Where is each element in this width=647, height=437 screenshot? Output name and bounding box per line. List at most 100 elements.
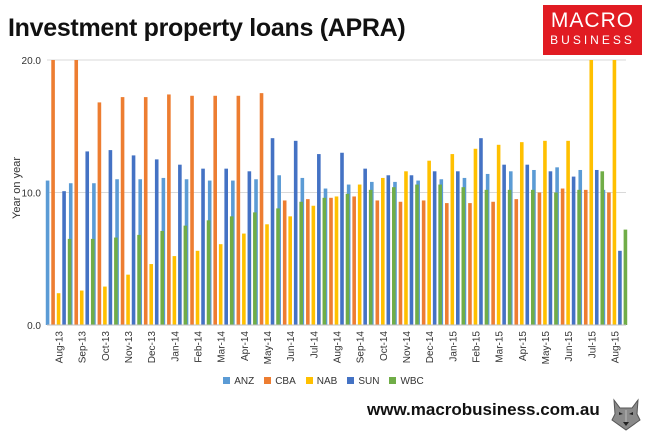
bar-wbc (229, 216, 234, 325)
bar-sun (247, 171, 252, 325)
legend-swatch (223, 377, 231, 384)
bar-sun (548, 171, 553, 325)
x-tick-label: Dec-13 (147, 331, 158, 364)
x-tick-label: May-14 (263, 331, 274, 365)
bar-nab (242, 233, 246, 325)
legend-label: CBA (275, 376, 296, 387)
bar-wbc (299, 201, 303, 325)
x-tick-label: Jan-14 (170, 331, 181, 362)
bar-nab (149, 264, 154, 325)
legend-item-anz: ANZ (223, 376, 254, 387)
bar-wbc (577, 189, 581, 325)
x-tick-label: Mar-15 (495, 331, 506, 363)
bar-sun (201, 168, 205, 325)
bar-cba (514, 199, 519, 326)
bar-wbc (507, 189, 512, 325)
bar-nab (126, 274, 130, 325)
bar-cba (583, 189, 588, 325)
bar-wbc (345, 193, 350, 325)
legend-item-wbc: WBC (389, 376, 424, 387)
bar-cba (190, 95, 194, 325)
bar-wbc (623, 229, 628, 325)
x-tick-label: Aug-15 (610, 331, 621, 364)
bar-sun (502, 164, 506, 325)
x-tick-label: Dec-14 (425, 331, 436, 364)
bar-wbc (415, 184, 419, 325)
bar-sun (317, 154, 321, 325)
bar-wbc (322, 197, 327, 325)
bar-wbc (530, 189, 535, 325)
bar-sun (270, 138, 275, 325)
bar-sun (618, 250, 622, 325)
bar-nab (450, 154, 455, 325)
x-tick-label: Apr-15 (518, 331, 529, 361)
bar-cba (607, 192, 611, 325)
bar-cba (329, 197, 333, 325)
bar-cba (97, 102, 102, 326)
bar-cba (491, 201, 495, 325)
bar-cba (468, 203, 472, 325)
bar-cba (236, 95, 241, 325)
x-tick-label: Jun-15 (564, 331, 575, 362)
bar-cba (120, 97, 125, 325)
legend-item-nab: NAB (305, 376, 338, 387)
legend-label: NAB (316, 376, 338, 387)
bar-nab (566, 140, 570, 325)
bar-sun (131, 155, 136, 325)
legend-swatch (305, 377, 313, 384)
y-tick-label: 20.0 (22, 56, 42, 67)
y-tick-label: 10.0 (22, 189, 42, 200)
bar-sun (154, 159, 159, 326)
bar-sun (479, 138, 483, 325)
legend-label: SUN (358, 376, 380, 387)
bar-cba (282, 200, 287, 325)
logo-line-1: MACRO (550, 9, 635, 32)
bar-sun (293, 140, 298, 325)
bar-nab (357, 184, 362, 325)
bar-sun (363, 168, 367, 325)
bar-nab (612, 60, 617, 325)
x-tick-label: Jun-14 (286, 331, 297, 362)
bar-nab (103, 286, 107, 325)
x-tick-label: May-15 (541, 331, 552, 365)
bar-wbc (484, 189, 489, 325)
bar-nab (79, 290, 84, 325)
legend-swatch (347, 377, 355, 384)
bar-nab (334, 196, 339, 325)
bar-wbc (90, 238, 95, 326)
page-title: Investment property loans (APRA) (8, 14, 406, 42)
bar-wbc (554, 192, 558, 325)
x-tick-label: Nov-14 (402, 331, 413, 364)
x-tick-label: Jan-15 (448, 331, 459, 362)
legend-item-cba: CBA (264, 376, 296, 387)
bar-wbc (600, 171, 605, 325)
x-tick-label: Oct-13 (101, 331, 112, 361)
bar-nab (543, 140, 547, 325)
legend-label: WBC (400, 376, 424, 387)
bar-sun (594, 169, 599, 325)
wolf-mascot-icon (611, 398, 641, 431)
bar-sun (432, 171, 437, 325)
bar-sun (85, 151, 90, 325)
x-tick-label: Sep-13 (78, 331, 89, 364)
bar-anz (45, 180, 50, 325)
x-tick-label: Jul-14 (309, 331, 320, 359)
bar-sun (108, 150, 113, 325)
logo-line-2: BUSINESS (550, 33, 635, 47)
footer-url: www.macrobusiness.com.au (367, 400, 600, 419)
bar-cba (352, 196, 356, 325)
bar-wbc (160, 230, 165, 325)
chart-legend: ANZ CBA NAB SUN WBC (0, 376, 647, 387)
bar-nab (172, 256, 177, 325)
bar-cba (51, 60, 55, 325)
x-tick-label: Sep-14 (356, 331, 367, 364)
bar-wbc (183, 225, 188, 326)
bar-wbc (392, 187, 396, 325)
x-tick-label: Mar-14 (217, 331, 228, 363)
x-tick-label: Apr-14 (240, 331, 251, 361)
bar-nab (218, 244, 223, 325)
bar-nab (195, 250, 200, 325)
bar-wbc (67, 238, 72, 326)
x-tick-label: Aug-13 (55, 331, 66, 364)
